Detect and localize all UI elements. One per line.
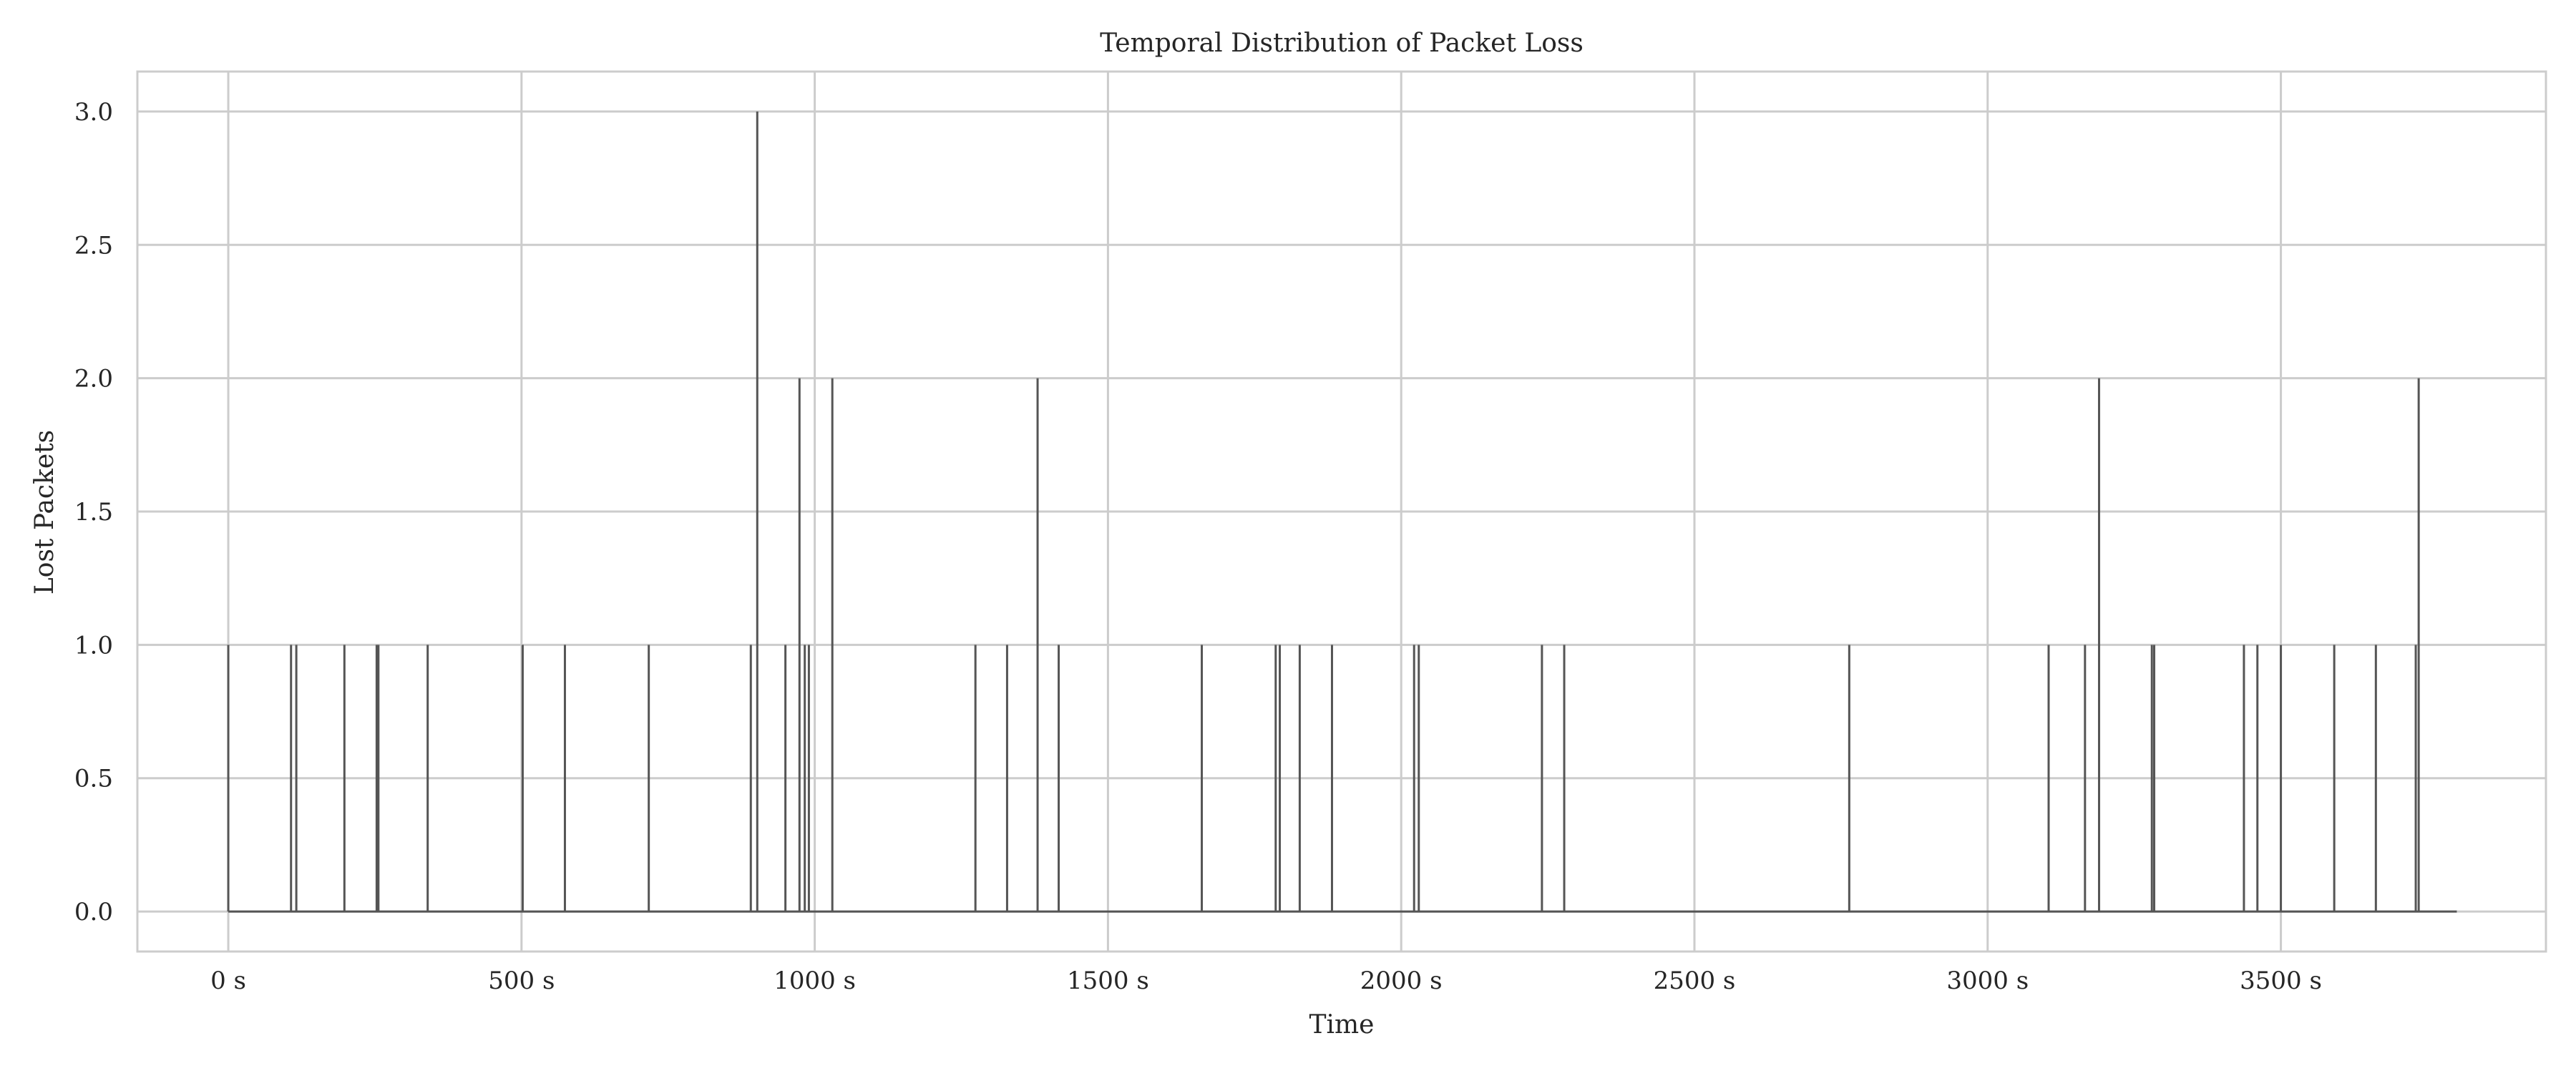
x-tick-label: 500 s [488, 967, 555, 995]
y-tick-label: 2.0 [74, 365, 113, 393]
x-tick-label: 2500 s [1654, 967, 1736, 995]
tick-layer: 0 s 500 s 1000 s 1500 s 2000 s 2500 s 3000 s 35… [74, 98, 2322, 995]
x-tick-label: 1500 s [1067, 967, 1149, 995]
y-tick-label: 2.5 [74, 231, 113, 260]
x-axis-label: Time [1309, 1010, 1375, 1040]
y-tick-label: 1.5 [74, 498, 113, 527]
y-axis-label: Lost Packets [30, 430, 59, 595]
chart-title: Temporal Distribution of Packet Loss [1100, 29, 1584, 58]
plot-frame [136, 70, 2547, 953]
x-tick-label: 1000 s [774, 967, 856, 995]
x-tick-label: 3000 s [1946, 967, 2029, 995]
y-tick-label: 1.0 [74, 631, 113, 660]
x-tick-label: 0 s [210, 967, 246, 995]
x-tick-label: 2000 s [1360, 967, 1443, 995]
x-tick-label: 3500 s [2240, 967, 2322, 995]
y-tick-label: 3.0 [74, 98, 113, 127]
y-tick-label: 0.5 [74, 765, 113, 793]
series-layer [227, 111, 2457, 913]
y-tick-label: 0.0 [74, 898, 113, 926]
